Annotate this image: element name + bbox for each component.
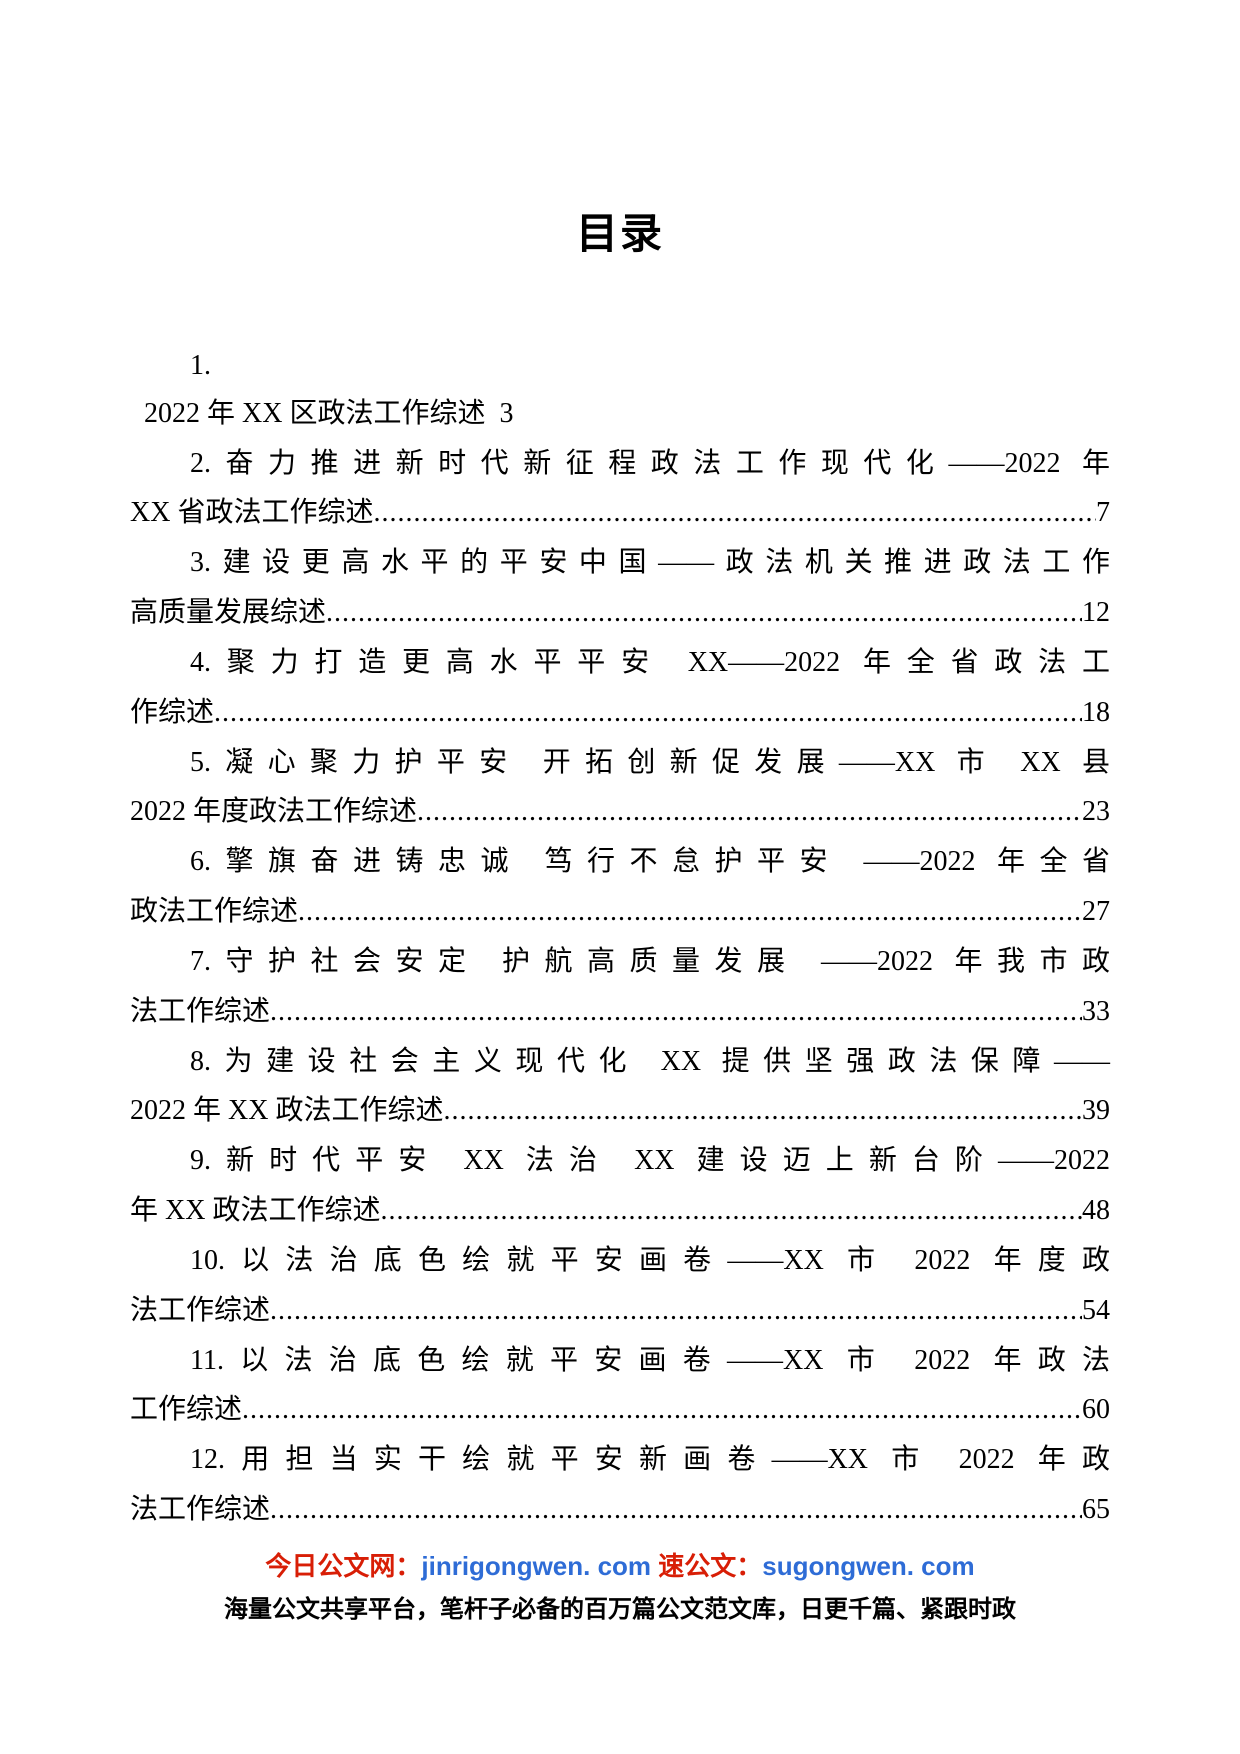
page-content: 目录 1. 2022 年 XX 区政法工作综述 3 2.奋力推进新时代新征程政法… [0,0,1240,1535]
toc-entry-line2: 法工作综述...................................… [130,1286,1110,1336]
footer-brands: 今日公文网：jinrigongwen. com 速公文：sugongwen. c… [0,1546,1240,1583]
toc-entry: 10.以法治底色绘就平安画卷——XX 市 2022 年度政法工作综述......… [130,1236,1110,1336]
toc-entry: 7.守护社会安定 护航高质量发展 ——2022 年我市政法工作综述.......… [130,937,1110,1037]
toc-dot-leader: ........................................… [326,588,1082,638]
toc-entry-line2: 2022 年 XX 政法工作综述........................… [130,1086,1110,1136]
toc-entry-line2: 2022 年度政法工作综述...........................… [130,787,1110,837]
footer-brand-1: 今日公文网： [265,1551,421,1581]
toc-entry: 4.聚力打造更高水平平安 XX——2022 年全省政法工作综述.........… [130,638,1110,738]
toc-entry-line1: 4.聚力打造更高水平平安 XX——2022 年全省政法工 [130,638,1110,688]
toc-entry-line1: 3.建设更高水平的平安中国——政法机关推进政法工作 [130,538,1110,588]
toc-entry-line2: 法工作综述...................................… [130,1485,1110,1535]
toc-entry: 11.以法治底色绘就平安画卷——XX 市 2022 年政法工作综述.......… [130,1336,1110,1436]
toc-entry-line1: 6.擎旗奋进铸忠诚 笃行不怠护平安 ——2022 年全省 [130,837,1110,887]
toc-page-number: 18 [1082,688,1110,738]
toc-entry-continuation: 高质量发展综述 [130,588,326,638]
footer-brand-2: 速公文： [658,1551,762,1581]
toc-entry-line1: 10.以法治底色绘就平安画卷——XX 市 2022 年度政 [130,1236,1110,1286]
toc-entry-1-text: 2022 年 XX 区政法工作综述 3 [130,389,1110,439]
toc-entry: 8.为建设社会主义现代化 XX 提供坚强政法保障——2022 年 XX 政法工作… [130,1037,1110,1137]
toc-dot-leader: ........................................… [214,688,1082,738]
toc-entry: 5.凝心聚力护平安 开拓创新促发展——XX 市 XX 县2022 年度政法工作综… [130,738,1110,838]
toc-page-number: 60 [1082,1385,1110,1435]
toc-dot-leader: ........................................… [270,987,1082,1037]
toc-dot-leader: ........................................… [380,1186,1082,1236]
toc-entry-line1: 5.凝心聚力护平安 开拓创新促发展——XX 市 XX 县 [130,738,1110,788]
toc-entry: 3.建设更高水平的平安中国——政法机关推进政法工作高质量发展综述........… [130,538,1110,638]
page-footer: 今日公文网：jinrigongwen. com 速公文：sugongwen. c… [0,1546,1240,1624]
toc-entry: 6.擎旗奋进铸忠诚 笃行不怠护平安 ——2022 年全省政法工作综述......… [130,837,1110,937]
toc-dot-leader: ........................................… [417,787,1082,837]
toc-entry-line1: 12.用担当实干绘就平安新画卷——XX 市 2022 年政 [130,1435,1110,1485]
toc-entry-line2: 高质量发展综述.................................… [130,588,1110,638]
footer-url-2: sugongwen. com [762,1551,974,1581]
toc-dot-leader: ........................................… [242,1385,1082,1435]
toc-page-number: 54 [1082,1286,1110,1336]
toc-entry: 2.奋力推进新时代新征程政法工作现代化——2022 年XX 省政法工作综述...… [130,439,1110,539]
toc-entry-continuation: 2022 年度政法工作综述 [130,787,417,837]
toc-entry-continuation: 法工作综述 [130,987,270,1037]
toc-entry-line2: 政法工作综述..................................… [130,887,1110,937]
toc-page-number: 7 [1096,488,1110,538]
toc-entry-continuation: 政法工作综述 [130,887,298,937]
toc-dot-leader: ........................................… [270,1485,1082,1535]
toc-page-number: 12 [1082,588,1110,638]
toc-entry-line2: 作综述.....................................… [130,688,1110,738]
toc-page-number: 65 [1082,1485,1110,1535]
footer-url-1: jinrigongwen. com [421,1551,651,1581]
toc-entry-continuation: 作综述 [130,688,214,738]
toc-title: 目录 [130,200,1110,261]
toc-entry-line1: 7.守护社会安定 护航高质量发展 ——2022 年我市政 [130,937,1110,987]
toc-entry-line1: 2.奋力推进新时代新征程政法工作现代化——2022 年 [130,439,1110,489]
footer-tagline: 海量公文共享平台，笔杆子必备的百万篇公文范文库，日更千篇、紧跟时政 [0,1589,1240,1624]
toc-entry: 9.新时代平安 XX 法治 XX 建设迈上新台阶——2022年 XX 政法工作综… [130,1136,1110,1236]
toc-entry-line2: 年 XX 政法工作综述.............................… [130,1186,1110,1236]
toc-dot-leader: ........................................… [443,1086,1082,1136]
toc-page-number: 39 [1082,1086,1110,1136]
toc-entry-continuation: 法工作综述 [130,1286,270,1336]
toc-entry-continuation: 法工作综述 [130,1485,270,1535]
toc-page-number: 27 [1082,887,1110,937]
table-of-contents: 1. 2022 年 XX 区政法工作综述 3 2.奋力推进新时代新征程政法工作现… [130,341,1110,1535]
toc-entry-1-number: 1. [130,341,1110,391]
toc-entry-line2: 工作综述....................................… [130,1385,1110,1435]
toc-entry-line2: XX 省政法工作综述..............................… [130,488,1110,538]
toc-entry-continuation: 工作综述 [130,1385,242,1435]
toc-entry-continuation: XX 省政法工作综述 [130,488,373,538]
toc-entry-line1: 9.新时代平安 XX 法治 XX 建设迈上新台阶——2022 [130,1136,1110,1186]
toc-page-number: 48 [1082,1186,1110,1236]
toc-entry-line1: 11.以法治底色绘就平安画卷——XX 市 2022 年政法 [130,1336,1110,1386]
toc-page-number: 23 [1082,787,1110,837]
toc-entry-continuation: 年 XX 政法工作综述 [130,1186,380,1236]
toc-entry-line1: 8.为建设社会主义现代化 XX 提供坚强政法保障—— [130,1037,1110,1087]
toc-dot-leader: ........................................… [298,887,1082,937]
toc-entry: 12.用担当实干绘就平安新画卷——XX 市 2022 年政法工作综述......… [130,1435,1110,1535]
toc-entry-continuation: 2022 年 XX 政法工作综述 [130,1086,443,1136]
toc-dot-leader: ........................................… [270,1286,1082,1336]
toc-entry-line2: 法工作综述...................................… [130,987,1110,1037]
toc-page-number: 33 [1082,987,1110,1037]
toc-dot-leader: ........................................… [373,488,1096,538]
